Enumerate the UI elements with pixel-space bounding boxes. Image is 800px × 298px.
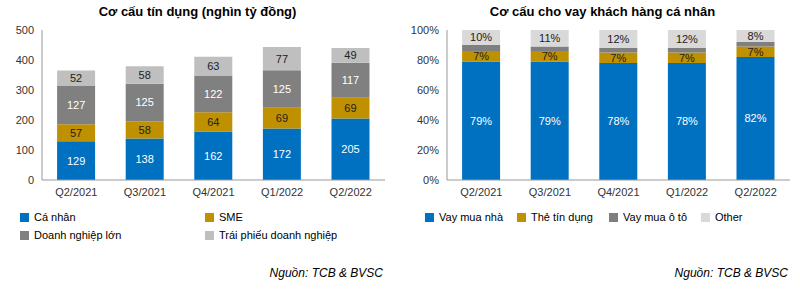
- svg-text:Q3/2021: Q3/2021: [124, 186, 166, 198]
- svg-text:7%: 7%: [748, 46, 764, 58]
- html-text:Doanh nghiệp lớn: Doanh nghiệp lớn: [34, 229, 122, 241]
- svg-text:162: 162: [204, 150, 222, 162]
- svg-text:58: 58: [139, 69, 151, 81]
- html-text:Nguồn: TCB & BVSC: Nguồn: TCB & BVSC: [269, 266, 383, 280]
- html-text:Other: Other: [715, 211, 743, 223]
- svg-text:7%: 7%: [542, 50, 558, 62]
- svg-text:77: 77: [276, 53, 288, 65]
- svg-text:80%: 80%: [417, 54, 439, 66]
- svg-text:69: 69: [344, 102, 356, 114]
- svg-text:60%: 60%: [417, 84, 439, 96]
- html-text:Vay mua nhà: Vay mua nhà: [439, 211, 503, 223]
- svg-text:Q2/2021: Q2/2021: [55, 186, 97, 198]
- svg-text:57: 57: [70, 127, 82, 139]
- html-text:SME: SME: [219, 211, 243, 223]
- svg-text:127: 127: [67, 99, 85, 111]
- svg-text:69: 69: [276, 112, 288, 124]
- svg-text:205: 205: [341, 143, 359, 155]
- svg-text:300: 300: [16, 84, 34, 96]
- svg-text:7%: 7%: [610, 52, 626, 64]
- html-text:Cơ cấu cho vay khách hàng cá n: Cơ cấu cho vay khách hàng cá nhân: [489, 4, 716, 19]
- html-text:Vay mua ô tô: Vay mua ô tô: [623, 211, 687, 223]
- svg-text:78%: 78%: [607, 115, 629, 127]
- svg-text:Q2/2022: Q2/2022: [330, 186, 372, 198]
- svg-text:0: 0: [28, 174, 34, 186]
- svg-text:125: 125: [136, 96, 154, 108]
- svg-text:400: 400: [16, 54, 34, 66]
- svg-text:12%: 12%: [676, 33, 698, 45]
- svg-text:172: 172: [273, 148, 291, 160]
- svg-text:Q3/2021: Q3/2021: [529, 186, 571, 198]
- svg-text:52: 52: [70, 72, 82, 84]
- svg-text:12%: 12%: [607, 33, 629, 45]
- svg-text:49: 49: [344, 49, 356, 61]
- svg-text:58: 58: [139, 124, 151, 136]
- svg-text:100: 100: [16, 144, 34, 156]
- svg-text:Q1/2022: Q1/2022: [666, 186, 708, 198]
- html-text:Thẻ tín dụng: Thẻ tín dụng: [531, 211, 593, 223]
- svg-text:7%: 7%: [473, 50, 489, 62]
- svg-text:82%: 82%: [744, 112, 766, 124]
- svg-text:11%: 11%: [539, 32, 560, 44]
- svg-text:79%: 79%: [539, 115, 561, 127]
- svg-text:100%: 100%: [411, 24, 439, 36]
- svg-text:0%: 0%: [423, 174, 439, 186]
- html-text:Nguồn: TCB & BVSC: Nguồn: TCB & BVSC: [674, 266, 788, 280]
- svg-text:79%: 79%: [470, 115, 492, 127]
- svg-text:40%: 40%: [417, 114, 439, 126]
- svg-text:Q4/2021: Q4/2021: [597, 186, 639, 198]
- svg-text:Q4/2021: Q4/2021: [192, 186, 234, 198]
- svg-text:500: 500: [16, 24, 34, 36]
- html-text:Cá nhân: Cá nhân: [34, 211, 76, 223]
- svg-text:Q2/2022: Q2/2022: [735, 186, 777, 198]
- svg-text:138: 138: [136, 153, 154, 165]
- html-text:Cơ cấu tín dụng (nghìn tỷ đồng: Cơ cấu tín dụng (nghìn tỷ đồng): [98, 4, 297, 19]
- svg-text:78%: 78%: [676, 115, 698, 127]
- svg-text:125: 125: [273, 83, 291, 95]
- svg-text:129: 129: [67, 155, 85, 167]
- svg-text:64: 64: [207, 116, 219, 128]
- svg-text:117: 117: [342, 74, 360, 86]
- svg-text:200: 200: [16, 114, 34, 126]
- svg-text:122: 122: [204, 88, 222, 100]
- svg-text:63: 63: [207, 60, 219, 72]
- svg-text:7%: 7%: [679, 52, 695, 64]
- svg-text:Q1/2022: Q1/2022: [261, 186, 303, 198]
- html-text:Trái phiếu doanh nghiệp: Trái phiếu doanh nghiệp: [219, 229, 338, 241]
- svg-text:8%: 8%: [748, 30, 764, 42]
- svg-text:10%: 10%: [470, 31, 492, 43]
- svg-text:Q2/2021: Q2/2021: [460, 186, 502, 198]
- svg-text:20%: 20%: [417, 144, 439, 156]
